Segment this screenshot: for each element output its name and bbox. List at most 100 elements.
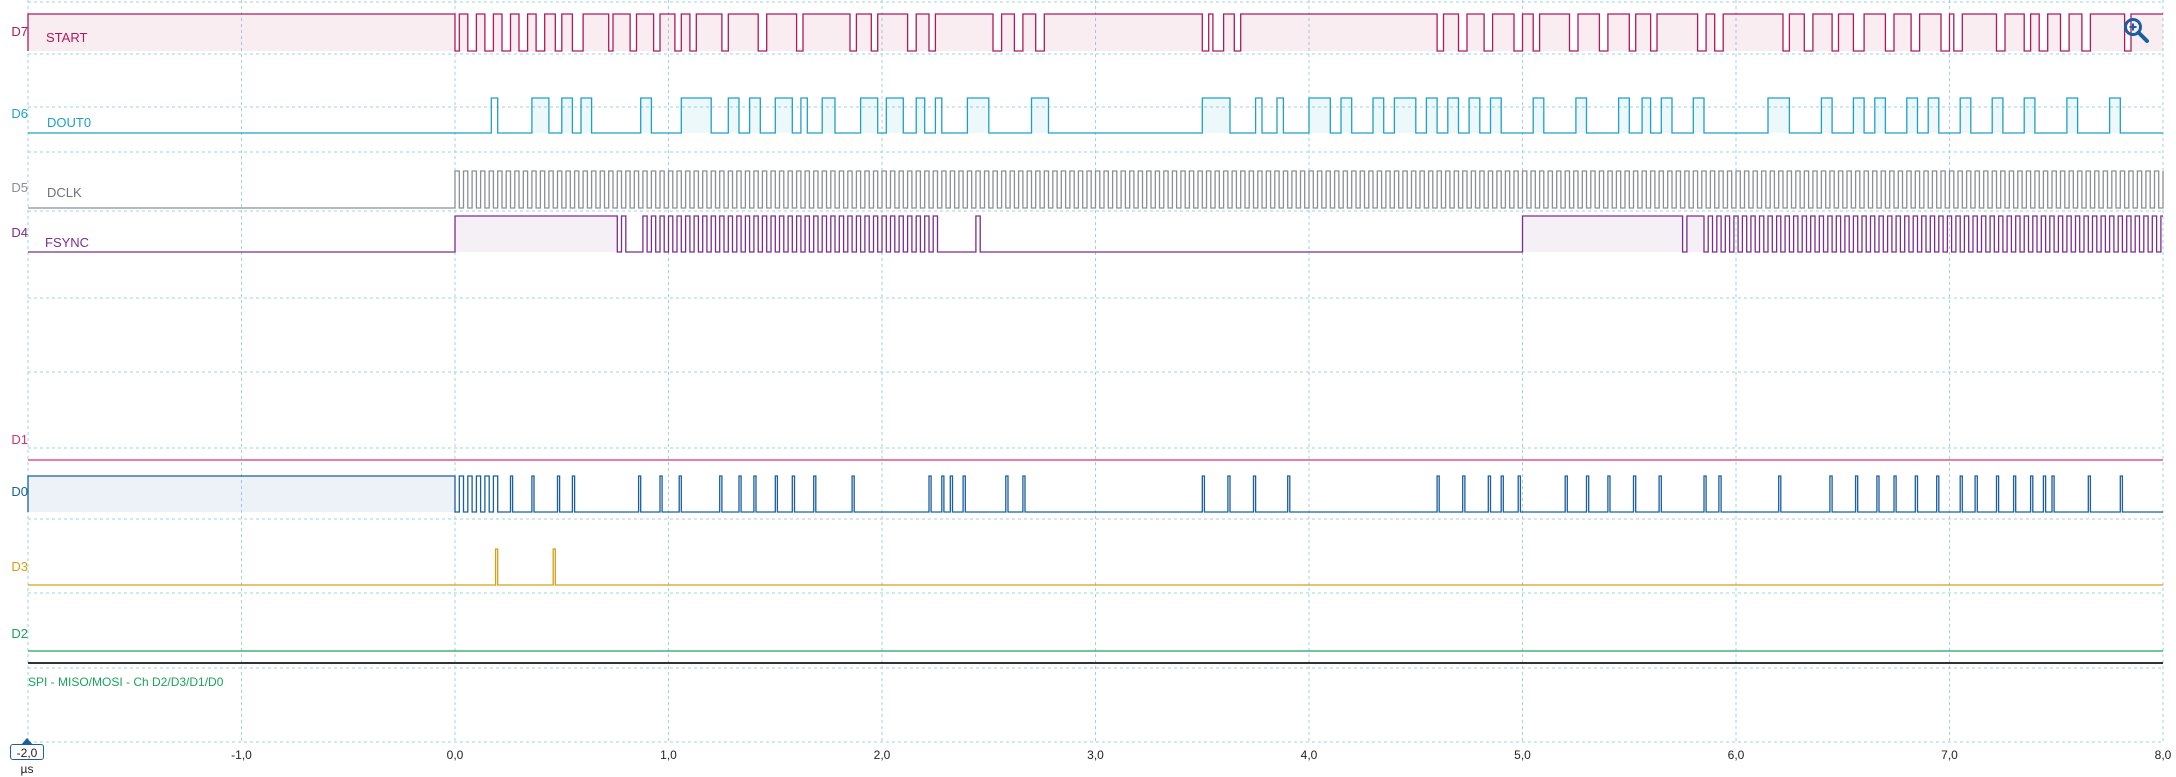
high-fill	[1578, 14, 1600, 51]
high-fill	[580, 98, 592, 133]
tick-label: 1,0	[660, 748, 677, 762]
high-fill	[527, 14, 537, 51]
channel-label-d1[interactable]: D1	[11, 432, 28, 447]
high-fill	[455, 216, 618, 252]
tick-label: 0,0	[446, 748, 464, 762]
high-fill	[2030, 14, 2040, 51]
high-fill	[856, 14, 872, 51]
high-fill	[1657, 14, 1698, 51]
high-fill	[1223, 14, 1235, 51]
trace-d7	[27, 13, 2163, 52]
high-fill	[1522, 14, 1534, 51]
trace-line	[28, 215, 2163, 253]
high-fill	[1992, 98, 2003, 133]
trace-d6	[28, 97, 2163, 134]
high-fill	[1469, 98, 1480, 133]
high-fill	[1202, 98, 1231, 133]
trace-d4	[28, 215, 2163, 253]
trace-line	[27, 13, 2163, 52]
zoom-in-icon	[2124, 18, 2149, 43]
high-fill	[1443, 14, 1459, 51]
high-fill	[749, 98, 761, 133]
tick-label: 7,0	[1941, 748, 1958, 762]
high-fill	[612, 14, 631, 51]
cursor-time-readout[interactable]: -2,0 µs	[10, 744, 44, 776]
high-fill	[1022, 14, 1036, 51]
high-fill	[916, 98, 925, 133]
high-fill	[1607, 14, 1630, 51]
zoom-button[interactable]	[2122, 16, 2152, 46]
high-fill	[510, 14, 520, 51]
high-fill	[493, 14, 502, 51]
high-fill	[696, 14, 722, 51]
high-fill	[1893, 14, 1912, 51]
tick-label: 4,0	[1300, 748, 1318, 762]
high-fill	[1812, 14, 1833, 51]
high-fill	[886, 98, 904, 133]
high-fill	[1821, 98, 1833, 133]
high-fill	[1962, 14, 1997, 51]
high-fill	[916, 14, 929, 51]
channel-label-d0[interactable]: D0	[11, 484, 28, 499]
trace-line	[27, 475, 2163, 513]
tick-label: -1,0	[231, 748, 252, 762]
high-fill	[1874, 98, 1886, 133]
high-fill	[659, 14, 675, 51]
high-fill	[1853, 98, 1865, 133]
high-fill	[681, 14, 690, 51]
high-fill	[1919, 14, 1941, 51]
high-fill	[1492, 14, 1514, 51]
high-fill	[1044, 14, 1203, 51]
tick-label: 2,0	[873, 748, 891, 762]
high-fill	[1522, 216, 1683, 252]
high-fill	[561, 14, 573, 51]
high-fill	[531, 98, 549, 133]
decoder-label[interactable]: SPI - MISO/MOSI - Ch D2/D3/D1/D0	[28, 675, 224, 689]
high-fill	[1661, 98, 1672, 133]
tick-label: 5,0	[1514, 748, 1531, 762]
high-fill	[1001, 14, 1015, 51]
high-fill	[640, 98, 652, 133]
high-fill	[1723, 14, 1783, 51]
high-fill	[935, 14, 994, 51]
high-fill	[1686, 216, 1704, 252]
high-fill	[1466, 14, 1485, 51]
high-fill	[583, 14, 609, 51]
channel-label-d2[interactable]: D2	[11, 626, 28, 641]
high-fill	[28, 14, 455, 51]
trace-d3	[28, 548, 2163, 586]
cursor-handle[interactable]	[21, 738, 33, 745]
channel-label-d5[interactable]: D5	[11, 180, 28, 195]
high-fill	[1447, 98, 1459, 133]
high-fill	[1618, 98, 1630, 133]
signal-name-dout0: DOUT0	[47, 115, 92, 130]
high-fill	[476, 14, 485, 51]
trace-line	[28, 97, 2163, 134]
high-fill	[1240, 14, 1438, 51]
high-fill	[728, 14, 759, 51]
high-fill	[1031, 98, 1049, 133]
high-fill	[636, 14, 654, 51]
high-fill	[2005, 14, 2025, 51]
channel-label-d7[interactable]: D7	[11, 24, 28, 39]
high-fill	[822, 98, 836, 133]
signal-name-dclk: DCLK	[47, 185, 82, 200]
high-fill	[28, 476, 455, 512]
high-fill	[775, 98, 793, 133]
signal-traces	[27, 13, 2164, 664]
high-fill	[459, 14, 468, 51]
high-fill	[1928, 98, 1939, 133]
trace-d5	[28, 170, 2164, 209]
high-fill	[2090, 14, 2125, 51]
channel-label-d4[interactable]: D4	[11, 225, 28, 240]
trace-d0	[27, 475, 2163, 513]
high-fill	[877, 14, 908, 51]
high-fill	[2047, 14, 2061, 51]
high-fill	[1575, 98, 1587, 133]
high-fill	[1394, 98, 1416, 133]
channel-label-d6[interactable]: D6	[11, 106, 28, 121]
high-fill	[1341, 98, 1352, 133]
channel-label-d3[interactable]: D3	[11, 559, 28, 574]
high-fill	[860, 98, 878, 133]
